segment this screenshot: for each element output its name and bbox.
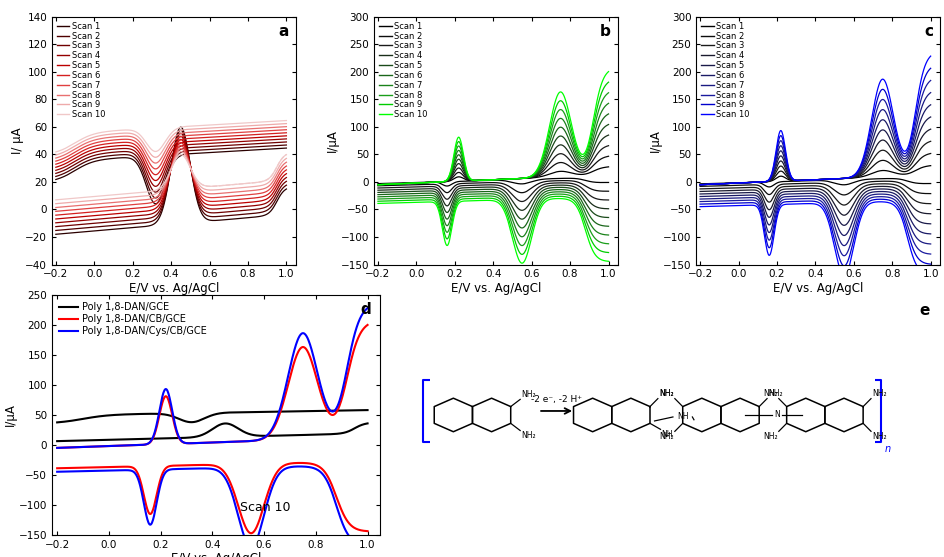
Legend: Poly 1,8-DAN/GCE, Poly 1,8-DAN/CB/GCE, Poly 1,8-DAN/Cys/CB/GCE: Poly 1,8-DAN/GCE, Poly 1,8-DAN/CB/GCE, P…	[57, 300, 209, 338]
Text: c: c	[923, 24, 932, 39]
Text: n: n	[885, 444, 890, 454]
Text: a: a	[278, 24, 288, 39]
Legend: Scan 1, Scan 2, Scan 3, Scan 4, Scan 5, Scan 6, Scan 7, Scan 8, Scan 9, Scan 10: Scan 1, Scan 2, Scan 3, Scan 4, Scan 5, …	[378, 21, 428, 120]
Text: NH₂: NH₂	[659, 389, 673, 398]
Text: NH₂: NH₂	[763, 389, 777, 398]
Text: -2 e⁻, -2 H⁺: -2 e⁻, -2 H⁺	[531, 395, 582, 404]
Text: NH₂: NH₂	[763, 432, 777, 441]
Text: NH₂: NH₂	[521, 389, 535, 399]
Y-axis label: I/μA: I/μA	[4, 403, 17, 427]
Text: d: d	[360, 302, 370, 317]
Text: e: e	[919, 303, 929, 318]
Text: Scan 10: Scan 10	[240, 501, 291, 514]
Legend: Scan 1, Scan 2, Scan 3, Scan 4, Scan 5, Scan 6, Scan 7, Scan 8, Scan 9, Scan 10: Scan 1, Scan 2, Scan 3, Scan 4, Scan 5, …	[56, 21, 106, 120]
X-axis label: E/V vs. Ag/AgCl: E/V vs. Ag/AgCl	[171, 553, 261, 557]
Y-axis label: I/μA: I/μA	[648, 129, 661, 152]
Text: NH₂: NH₂	[659, 432, 673, 441]
Y-axis label: I/ μA: I/ μA	[10, 128, 24, 154]
Text: NH₂: NH₂	[767, 389, 782, 398]
Text: NH₂: NH₂	[521, 431, 535, 441]
Y-axis label: I/μA: I/μA	[326, 129, 339, 152]
Legend: Scan 1, Scan 2, Scan 3, Scan 4, Scan 5, Scan 6, Scan 7, Scan 8, Scan 9, Scan 10: Scan 1, Scan 2, Scan 3, Scan 4, Scan 5, …	[700, 21, 750, 120]
Text: NH: NH	[661, 430, 672, 439]
X-axis label: E/V vs. Ag/AgCl: E/V vs. Ag/AgCl	[450, 282, 541, 295]
Text: N: N	[773, 411, 779, 419]
Text: NH₂: NH₂	[658, 389, 673, 398]
Text: NH: NH	[677, 413, 688, 422]
Text: NH₂: NH₂	[871, 389, 885, 398]
X-axis label: E/V vs. Ag/AgCl: E/V vs. Ag/AgCl	[128, 282, 219, 295]
X-axis label: E/V vs. Ag/AgCl: E/V vs. Ag/AgCl	[772, 282, 863, 295]
Text: NH₂: NH₂	[871, 432, 885, 441]
Text: b: b	[599, 24, 610, 39]
